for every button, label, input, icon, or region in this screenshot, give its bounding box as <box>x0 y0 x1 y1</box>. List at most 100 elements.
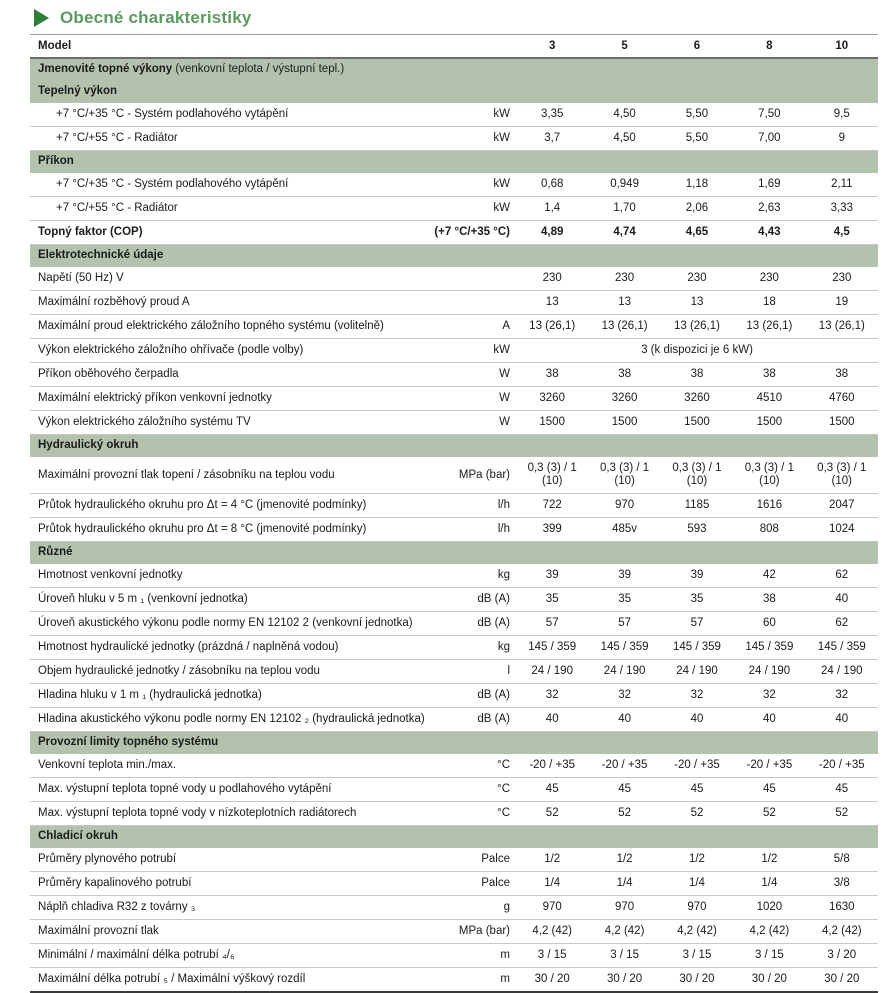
table-row: Hladina hluku v 1 m ₁ (hydraulická jedno… <box>30 683 878 708</box>
row-value: 145 / 359 <box>733 635 806 660</box>
row-value: 52 <box>805 801 878 826</box>
section-label-bold: Příkon <box>38 155 74 167</box>
row-value: 9 <box>805 126 878 151</box>
section-title-row: Obecné charakteristiky <box>30 8 878 28</box>
row-value: 42 <box>733 563 806 588</box>
row-value: 970 <box>588 493 661 518</box>
row-unit: kW <box>430 196 516 221</box>
section-row: Jmenovité topné výkony (venkovní teplota… <box>30 58 878 81</box>
section-label-bold: Jmenovité topné výkony <box>38 63 173 75</box>
row-value: 3/8 <box>805 871 878 896</box>
row-value: 35 <box>660 587 734 612</box>
row-value: 4,74 <box>588 220 661 245</box>
table-row: Objem hydraulické jednotky / zásobníku n… <box>30 659 878 684</box>
model-number-header: 10 <box>805 34 878 59</box>
table-row: Napětí (50 Hz) V 230 230 230 230 230 <box>30 266 878 291</box>
section-row: Příkon <box>30 150 878 173</box>
row-value: 722 <box>516 493 589 518</box>
row-label: Max. výstupní teplota topné vody u podla… <box>30 777 430 802</box>
row-unit: A <box>430 314 516 339</box>
row-unit: °C <box>430 801 516 826</box>
row-value: -20 / +35 <box>660 753 734 778</box>
row-label: Topný faktor (COP) <box>30 220 430 245</box>
row-value: 13 (26,1) <box>588 314 661 339</box>
row-value: 24 / 190 <box>660 659 734 684</box>
row-unit: W <box>430 410 516 435</box>
row-value: 45 <box>733 777 806 802</box>
row-value: 62 <box>805 563 878 588</box>
table-row: +7 °C/+55 °C - Radiátor kW 3,7 4,50 5,50 7,00… <box>30 126 878 151</box>
row-label: Hmotnost venkovní jednotky <box>30 563 430 588</box>
row-value: 38 <box>805 362 878 387</box>
row-value: 40 <box>588 707 661 732</box>
table-header-row: Model 3 5 6 8 10 <box>30 34 878 59</box>
row-value: 1500 <box>733 410 806 435</box>
table-row: Hmotnost venkovní jednotky kg 39 39 39 42 62 <box>30 563 878 588</box>
row-value: 1500 <box>588 410 661 435</box>
row-value: 145 / 359 <box>588 635 661 660</box>
row-unit: Palce <box>430 847 516 872</box>
section-label: Jmenovité topné výkony (venkovní teplota… <box>30 58 878 81</box>
row-value: 593 <box>660 517 734 542</box>
row-value: 3260 <box>588 386 661 411</box>
section-row: Elektrotechnické údaje <box>30 244 878 267</box>
row-value: 40 <box>660 707 734 732</box>
section-label: Příkon <box>30 150 878 173</box>
row-value: 230 <box>805 266 878 291</box>
row-value: 2047 <box>805 493 878 518</box>
row-value: 0,3 (3) / 1 (10) <box>516 456 589 494</box>
row-unit: °C <box>430 753 516 778</box>
row-value: 1,18 <box>660 172 734 197</box>
row-label: Minimální / maximální délka potrubí ₄/₆ <box>30 943 430 968</box>
row-value: 3 / 15 <box>733 943 806 968</box>
row-value: 1630 <box>805 895 878 920</box>
row-value: 970 <box>660 895 734 920</box>
row-value: 35 <box>588 587 661 612</box>
row-value: 1500 <box>660 410 734 435</box>
row-unit: kg <box>430 563 516 588</box>
row-value: 145 / 359 <box>805 635 878 660</box>
row-value: 1/4 <box>733 871 806 896</box>
section-row: Chladicí okruh <box>30 825 878 848</box>
row-label: Venkovní teplota min./max. <box>30 753 430 778</box>
row-value: 4,2 (42) <box>516 919 589 944</box>
row-value: 40 <box>516 707 589 732</box>
row-value: 0,949 <box>588 172 661 197</box>
table-row: Hladina akustického výkonu podle normy E… <box>30 707 878 732</box>
row-label: Maximální rozběhový proud A <box>30 290 430 315</box>
row-value: 2,63 <box>733 196 806 221</box>
row-unit: Palce <box>430 871 516 896</box>
row-value: 45 <box>660 777 734 802</box>
section-label-bold: Chladicí okruh <box>38 830 118 842</box>
section-label: Provozní limity topného systému <box>30 731 878 754</box>
row-value: 9,5 <box>805 102 878 127</box>
row-value: 3,33 <box>805 196 878 221</box>
row-value: 39 <box>660 563 734 588</box>
row-value: 4,5 <box>805 220 878 245</box>
model-number-header: 3 <box>516 34 589 59</box>
row-value: 40 <box>805 707 878 732</box>
row-value: 39 <box>588 563 661 588</box>
row-value: 0,3 (3) / 1 (10) <box>588 456 661 494</box>
section-label: Chladicí okruh <box>30 825 878 848</box>
row-value: 4,2 (42) <box>588 919 661 944</box>
table-row: Max. výstupní teplota topné vody u podla… <box>30 777 878 802</box>
row-value: 4510 <box>733 386 806 411</box>
row-value: 24 / 190 <box>588 659 661 684</box>
row-value: 40 <box>805 587 878 612</box>
row-value: 2,11 <box>805 172 878 197</box>
row-value-span: 3 (k dispozici je 6 kW) <box>516 338 878 363</box>
row-value: 52 <box>588 801 661 826</box>
row-value: 1/2 <box>516 847 589 872</box>
row-value: 45 <box>516 777 589 802</box>
row-value: 3 / 15 <box>516 943 589 968</box>
table-row: Průtok hydraulického okruhu pro Δt = 4 °… <box>30 493 878 518</box>
row-value: 13 <box>660 290 734 315</box>
row-label: Průměry plynového potrubí <box>30 847 430 872</box>
section-label: Hydraulický okruh <box>30 434 878 457</box>
row-unit: W <box>430 362 516 387</box>
row-value: 5,50 <box>660 126 734 151</box>
row-value: 24 / 190 <box>805 659 878 684</box>
row-value: 4,2 (42) <box>805 919 878 944</box>
